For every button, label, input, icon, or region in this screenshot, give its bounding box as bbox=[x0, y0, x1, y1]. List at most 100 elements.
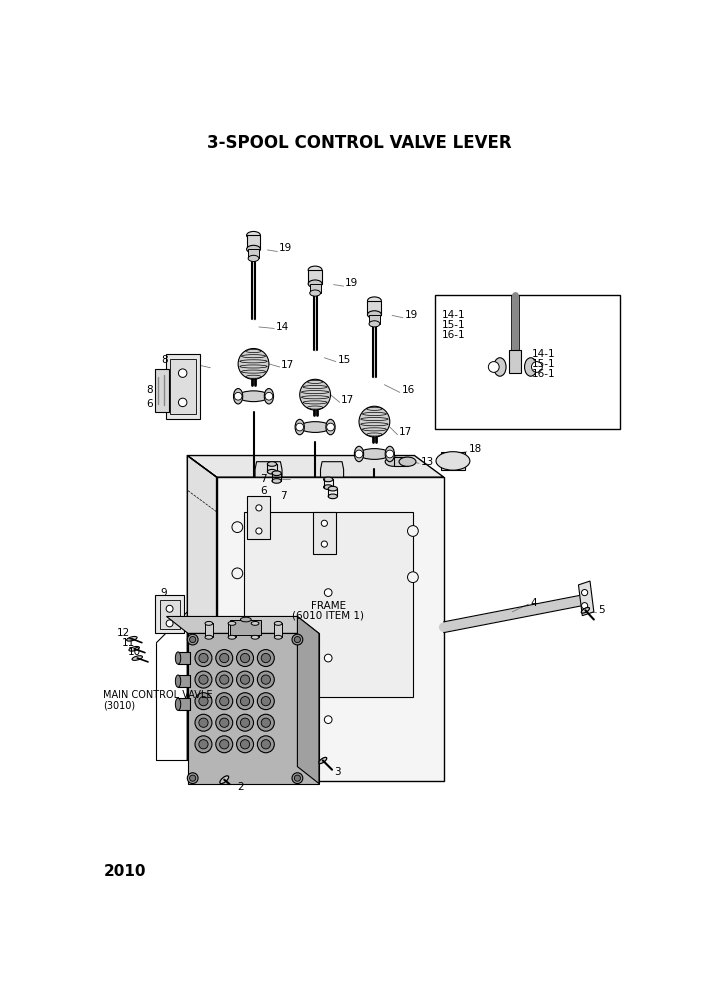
Circle shape bbox=[199, 654, 208, 663]
Text: 6: 6 bbox=[146, 399, 152, 409]
Text: 16-1: 16-1 bbox=[442, 330, 465, 340]
Circle shape bbox=[265, 393, 273, 400]
Bar bbox=[171, 359, 196, 414]
Text: 9: 9 bbox=[160, 587, 166, 597]
Ellipse shape bbox=[267, 461, 277, 466]
Circle shape bbox=[294, 637, 300, 643]
Circle shape bbox=[581, 602, 588, 609]
Text: 8: 8 bbox=[146, 385, 152, 395]
Bar bbox=[246, 235, 260, 249]
Ellipse shape bbox=[308, 280, 322, 288]
Circle shape bbox=[261, 675, 270, 684]
Bar bbox=[367, 301, 381, 314]
Circle shape bbox=[195, 714, 212, 731]
Ellipse shape bbox=[240, 617, 251, 622]
Ellipse shape bbox=[251, 635, 259, 639]
Text: 15-1: 15-1 bbox=[442, 320, 465, 330]
Circle shape bbox=[258, 672, 274, 688]
Text: 7: 7 bbox=[260, 474, 267, 484]
Circle shape bbox=[237, 736, 253, 753]
Ellipse shape bbox=[494, 358, 506, 376]
Circle shape bbox=[237, 650, 253, 667]
Polygon shape bbox=[255, 461, 282, 477]
Circle shape bbox=[240, 696, 250, 705]
Polygon shape bbox=[578, 581, 594, 616]
Ellipse shape bbox=[300, 379, 331, 410]
Polygon shape bbox=[298, 616, 319, 784]
Circle shape bbox=[199, 740, 208, 749]
Circle shape bbox=[322, 520, 327, 527]
Circle shape bbox=[355, 450, 363, 458]
Ellipse shape bbox=[367, 297, 381, 305]
Ellipse shape bbox=[129, 647, 140, 651]
Ellipse shape bbox=[205, 635, 213, 639]
Ellipse shape bbox=[234, 389, 243, 404]
Bar bbox=[247, 496, 270, 539]
Circle shape bbox=[240, 740, 250, 749]
Ellipse shape bbox=[176, 698, 180, 710]
Text: 16-1: 16-1 bbox=[531, 369, 555, 379]
Text: 11: 11 bbox=[122, 638, 135, 648]
Circle shape bbox=[195, 736, 212, 753]
Circle shape bbox=[408, 571, 418, 582]
Text: 17: 17 bbox=[341, 395, 355, 405]
Circle shape bbox=[216, 736, 233, 753]
Bar bbox=[251, 623, 259, 637]
Ellipse shape bbox=[359, 407, 390, 437]
Ellipse shape bbox=[324, 485, 333, 489]
Bar bbox=[244, 512, 413, 696]
Bar bbox=[441, 451, 465, 470]
Ellipse shape bbox=[385, 457, 402, 466]
Bar bbox=[274, 623, 282, 637]
Ellipse shape bbox=[369, 320, 380, 327]
Circle shape bbox=[195, 692, 212, 709]
Circle shape bbox=[178, 398, 187, 407]
Ellipse shape bbox=[399, 457, 416, 466]
Circle shape bbox=[261, 718, 270, 727]
Circle shape bbox=[216, 692, 233, 709]
Circle shape bbox=[408, 526, 418, 537]
Circle shape bbox=[256, 505, 262, 511]
Circle shape bbox=[178, 369, 187, 377]
Ellipse shape bbox=[385, 446, 395, 461]
Circle shape bbox=[240, 654, 250, 663]
Circle shape bbox=[234, 393, 242, 400]
Text: 15: 15 bbox=[338, 355, 351, 365]
Ellipse shape bbox=[228, 635, 236, 639]
Circle shape bbox=[166, 620, 173, 627]
Text: 14-1: 14-1 bbox=[442, 310, 465, 320]
Circle shape bbox=[258, 736, 274, 753]
Circle shape bbox=[292, 634, 303, 645]
Bar bbox=[435, 295, 620, 430]
Bar bbox=[166, 354, 200, 420]
Circle shape bbox=[256, 528, 262, 534]
Text: (3010): (3010) bbox=[103, 700, 135, 711]
Text: 10: 10 bbox=[128, 647, 141, 657]
Ellipse shape bbox=[248, 255, 259, 262]
Ellipse shape bbox=[524, 358, 537, 376]
Bar bbox=[155, 369, 168, 412]
Circle shape bbox=[294, 775, 300, 782]
Ellipse shape bbox=[176, 675, 180, 687]
Circle shape bbox=[166, 605, 173, 612]
Text: 4: 4 bbox=[530, 597, 536, 607]
Circle shape bbox=[220, 675, 229, 684]
Circle shape bbox=[237, 714, 253, 731]
Bar bbox=[159, 599, 180, 629]
Text: 13: 13 bbox=[420, 456, 434, 466]
Bar bbox=[178, 675, 190, 687]
Ellipse shape bbox=[228, 621, 236, 625]
Ellipse shape bbox=[274, 635, 282, 639]
Text: 8: 8 bbox=[161, 355, 168, 365]
Circle shape bbox=[220, 654, 229, 663]
Text: 15-1: 15-1 bbox=[531, 359, 555, 369]
Polygon shape bbox=[187, 455, 216, 782]
Text: 3: 3 bbox=[334, 767, 341, 777]
Circle shape bbox=[258, 692, 274, 709]
Circle shape bbox=[190, 637, 196, 643]
Circle shape bbox=[261, 696, 270, 705]
Text: 16: 16 bbox=[402, 385, 415, 395]
Circle shape bbox=[237, 672, 253, 688]
Ellipse shape bbox=[132, 656, 143, 661]
Circle shape bbox=[296, 424, 303, 431]
